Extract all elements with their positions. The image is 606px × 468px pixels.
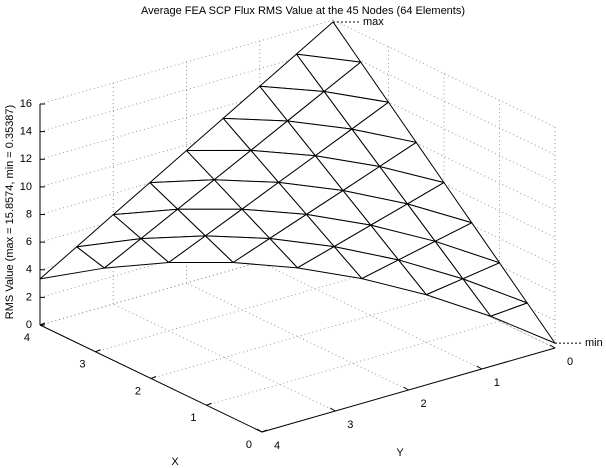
mesh-face	[297, 246, 363, 280]
grid-line	[39, 74, 334, 160]
z-tick-label: 14	[20, 126, 32, 138]
z-tick-label: 2	[26, 291, 32, 303]
z-tick-label: 8	[26, 208, 32, 220]
annotation: min	[585, 337, 603, 349]
tick-mark	[329, 407, 336, 412]
y-tick-label: 2	[421, 398, 427, 410]
y-tick-label: 1	[494, 377, 500, 389]
tick-mark	[476, 365, 483, 370]
x-tick-label: 2	[135, 385, 141, 397]
y-tick-label: 0	[567, 356, 573, 368]
tick-mark	[39, 322, 46, 326]
mesh-face	[232, 237, 298, 269]
z-tick-label: 6	[26, 236, 32, 248]
x-tick-label: 0	[246, 439, 252, 451]
z-axis-label: RMS Value (max = 15.8574, min = 0.35387)	[4, 105, 16, 319]
y-axis-label: Y	[396, 447, 404, 459]
z-tick-label: 0	[26, 319, 32, 331]
mesh-face	[168, 235, 234, 264]
grid-line	[206, 320, 500, 406]
grid-line	[39, 102, 334, 188]
mesh-face	[490, 302, 556, 344]
x-axis-label: X	[171, 456, 179, 468]
x-tick-label: 4	[24, 332, 30, 344]
z-tick-label: 12	[20, 153, 32, 165]
grid-line	[39, 47, 334, 133]
annotation: max	[363, 16, 384, 28]
tick-mark	[95, 349, 101, 353]
z-tick-label: 16	[20, 98, 32, 110]
z-tick-label: 4	[26, 264, 32, 276]
z-tick-label: 10	[20, 181, 32, 193]
tick-mark	[150, 376, 157, 379]
chart-title: Average FEA SCP Flux RMS Value at the 45…	[141, 5, 465, 17]
y-tick-label: 4	[274, 440, 280, 452]
mesh-face	[103, 238, 170, 269]
mesh-face	[361, 259, 427, 296]
tick-mark	[256, 428, 263, 433]
tick-mark	[206, 402, 212, 406]
tick-mark	[403, 386, 409, 391]
grid-line	[39, 240, 334, 326]
tick-mark	[549, 344, 556, 349]
mesh-face	[425, 278, 492, 317]
mesh-face	[39, 246, 105, 280]
grid-line	[150, 294, 445, 379]
x-tick-label: 1	[190, 412, 196, 424]
grid-line	[39, 19, 334, 105]
y-tick-label: 3	[347, 419, 353, 431]
tick-mark	[261, 429, 268, 433]
x-tick-label: 3	[79, 359, 85, 371]
